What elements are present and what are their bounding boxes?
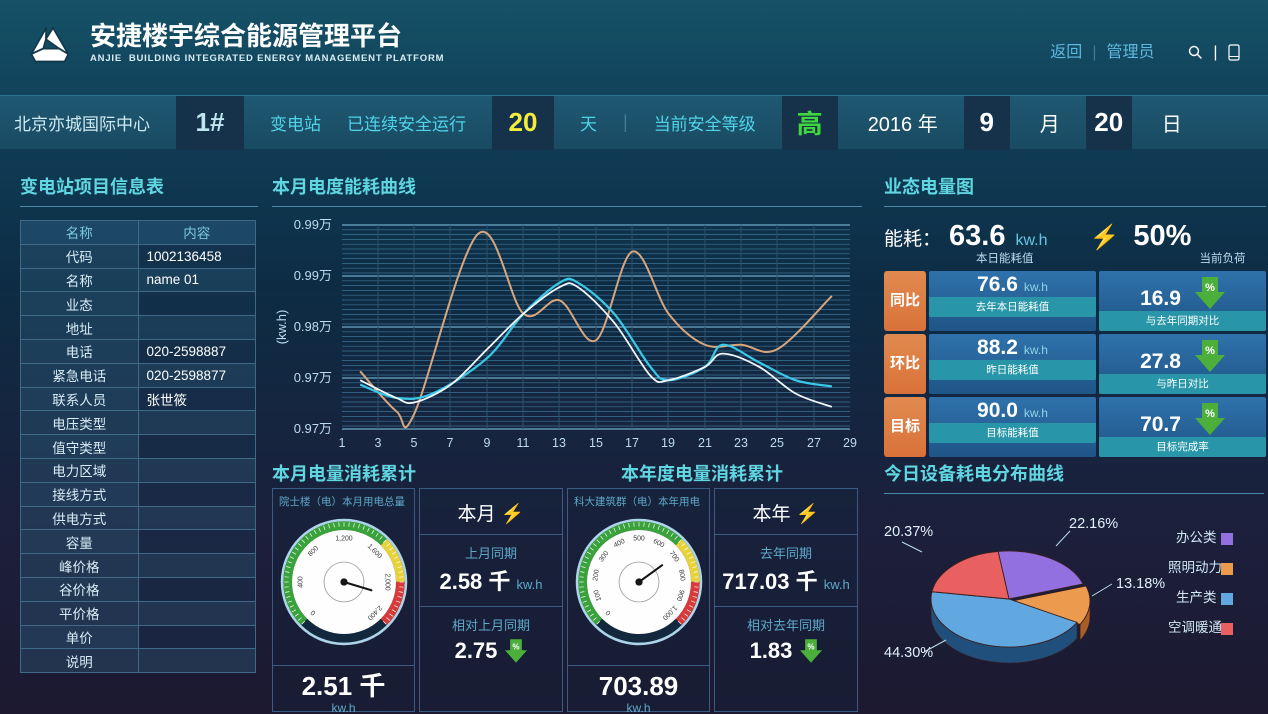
svg-text:0.98万: 0.98万 <box>294 319 332 334</box>
svg-text:空调暖通: 空调暖通 <box>1168 620 1222 635</box>
svg-text:生产类: 生产类 <box>1176 590 1217 605</box>
svg-text:照明动力: 照明动力 <box>1168 560 1222 575</box>
svg-text:44.30%: 44.30% <box>884 645 933 661</box>
svg-text:500: 500 <box>633 535 645 542</box>
svg-text:办公类: 办公类 <box>1176 530 1217 545</box>
svg-text:%: % <box>1205 408 1215 420</box>
svg-text:5: 5 <box>411 436 418 450</box>
svg-text:29: 29 <box>843 436 857 450</box>
svg-text:%: % <box>513 643 520 652</box>
svg-text:0.99万: 0.99万 <box>294 268 332 283</box>
svg-text:22.16%: 22.16% <box>1069 516 1118 532</box>
svg-text:400: 400 <box>297 576 304 588</box>
svg-text:23: 23 <box>734 436 748 450</box>
svg-text:19: 19 <box>661 436 675 450</box>
svg-text:20.37%: 20.37% <box>884 524 933 540</box>
svg-text:(kw.h): (kw.h) <box>274 310 289 345</box>
svg-text:21: 21 <box>698 436 712 450</box>
svg-text:13: 13 <box>552 436 566 450</box>
svg-text:17: 17 <box>625 436 639 450</box>
svg-text:11: 11 <box>517 436 530 450</box>
svg-text:13.18%: 13.18% <box>1116 576 1165 592</box>
svg-text:2,000: 2,000 <box>383 573 390 590</box>
svg-text:27: 27 <box>807 436 821 450</box>
svg-text:15: 15 <box>589 436 603 450</box>
svg-text:%: % <box>1205 282 1215 294</box>
svg-text:25: 25 <box>770 436 784 450</box>
svg-text:%: % <box>808 643 815 652</box>
svg-text:0.99万: 0.99万 <box>294 217 332 232</box>
svg-text:3: 3 <box>375 436 382 450</box>
svg-text:%: % <box>1205 345 1215 357</box>
svg-text:9: 9 <box>484 436 491 450</box>
svg-text:1,200: 1,200 <box>335 535 352 542</box>
svg-text:0.97万: 0.97万 <box>294 370 332 385</box>
svg-text:0.97万: 0.97万 <box>294 421 332 436</box>
svg-text:1: 1 <box>339 436 346 450</box>
svg-text:7: 7 <box>447 436 454 450</box>
